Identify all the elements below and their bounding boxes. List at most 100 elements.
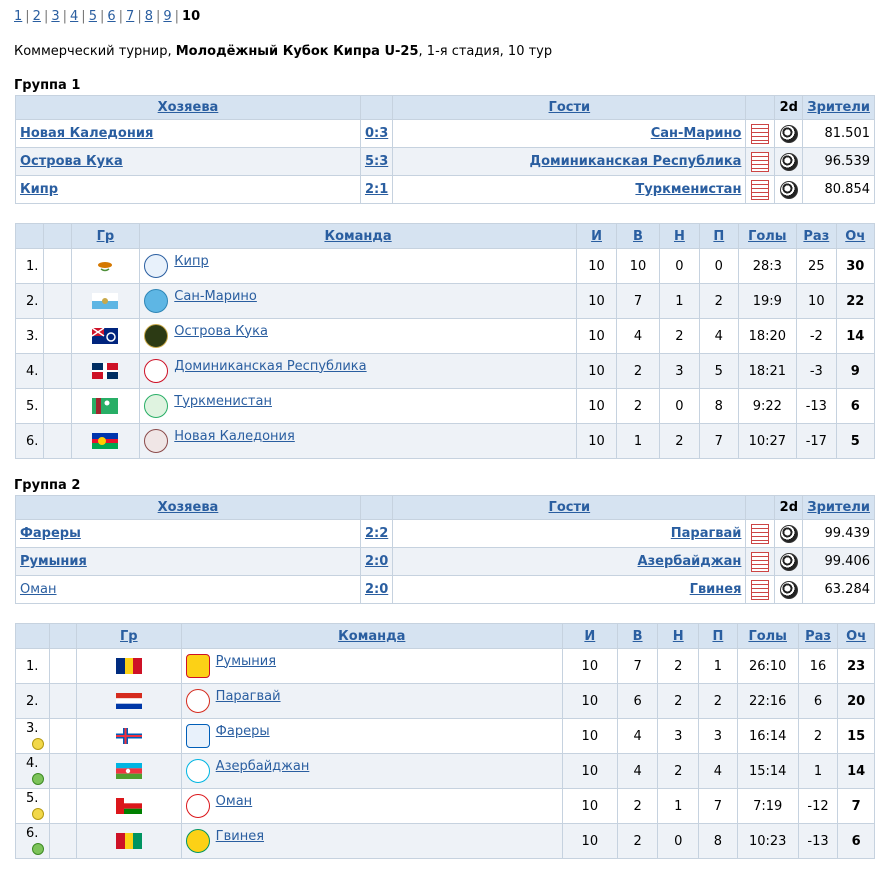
goals-header-link[interactable]: Голы <box>748 228 787 244</box>
team-link[interactable]: Доминиканская Республика <box>174 358 367 374</box>
gr-header-link[interactable]: Гр <box>120 628 138 644</box>
page-link-7[interactable]: 7 <box>126 9 135 24</box>
match-report-icon[interactable] <box>751 123 770 144</box>
away-team-link[interactable]: Сан-Марино <box>650 126 742 141</box>
lost-header[interactable]: П <box>698 623 738 649</box>
team-header-link[interactable]: Команда <box>338 628 406 644</box>
team-link[interactable]: Туркменистан <box>174 393 272 409</box>
page-link-6[interactable]: 6 <box>107 9 116 24</box>
won-header-link[interactable]: В <box>632 628 643 644</box>
pager-separator: | <box>43 9 49 24</box>
team-link[interactable]: Новая Каледония <box>174 428 295 444</box>
diff-header[interactable]: Раз <box>796 223 837 249</box>
home-team-link[interactable]: Острова Кука <box>20 154 123 169</box>
page-link-3[interactable]: 3 <box>51 9 60 24</box>
won-header[interactable]: В <box>616 623 659 649</box>
won-header-link[interactable]: В <box>633 228 643 244</box>
home-team-link[interactable]: Новая Каледония <box>20 126 154 141</box>
team-link[interactable]: Азербайджан <box>215 758 310 774</box>
ball-2d-icon[interactable] <box>779 552 798 571</box>
diff-header[interactable]: Раз <box>797 623 839 649</box>
team-link[interactable]: Гвинея <box>215 828 265 844</box>
team-link[interactable]: Фареры <box>215 723 270 739</box>
team-link[interactable]: Оман <box>215 793 253 809</box>
match-report-icon[interactable] <box>751 579 770 600</box>
match-report-icon[interactable] <box>751 523 770 544</box>
goals-header[interactable]: Голы <box>736 623 799 649</box>
home-team-link[interactable]: Кипр <box>20 182 59 197</box>
ball-2d-icon[interactable] <box>779 124 798 143</box>
match-report-icon[interactable] <box>751 179 770 200</box>
page-link-1[interactable]: 1 <box>14 9 23 24</box>
home-header[interactable]: Хозяева <box>15 495 361 520</box>
away-header-link[interactable]: Гости <box>548 500 591 515</box>
page-link-9[interactable]: 9 <box>163 9 172 24</box>
team-link[interactable]: Румыния <box>215 653 277 669</box>
pts-header-link[interactable]: Оч <box>846 628 867 644</box>
home-team-link[interactable]: Оман <box>20 582 57 597</box>
pts-header[interactable]: Оч <box>835 223 876 249</box>
home-team-link[interactable]: Румыния <box>20 554 87 569</box>
team-link[interactable]: Сан-Марино <box>174 288 257 304</box>
goals-header[interactable]: Голы <box>737 223 798 249</box>
away-team-link[interactable]: Гвинея <box>689 582 742 597</box>
team-header-link[interactable]: Команда <box>324 228 392 244</box>
away-team-link[interactable]: Парагвай <box>670 526 742 541</box>
lost-header-link[interactable]: П <box>712 628 724 644</box>
ball-2d-icon[interactable] <box>779 524 798 543</box>
ball-2d-icon[interactable] <box>779 180 798 199</box>
draw-header[interactable]: Н <box>657 623 700 649</box>
away-header[interactable]: Гости <box>392 495 747 520</box>
away-header[interactable]: Гости <box>392 95 747 120</box>
score-link[interactable]: 5:3 <box>364 154 389 169</box>
draw-header-link[interactable]: Н <box>673 228 685 244</box>
gr-header-link[interactable]: Гр <box>96 228 115 244</box>
pts-header[interactable]: Оч <box>837 623 875 649</box>
team-link[interactable]: Парагвай <box>215 688 281 704</box>
away-team-link[interactable]: Доминиканская Республика <box>529 154 742 169</box>
score-link[interactable]: 2:0 <box>364 582 389 597</box>
lost-header-link[interactable]: П <box>713 228 725 244</box>
played-header[interactable]: И <box>561 623 618 649</box>
diff-header-link[interactable]: Раз <box>803 228 830 244</box>
team-header[interactable]: Команда <box>180 623 563 649</box>
played-header-link[interactable]: И <box>591 228 602 244</box>
home-team-link[interactable]: Фареры <box>20 526 81 541</box>
home-header[interactable]: Хозяева <box>15 95 361 120</box>
att-header-link[interactable]: Зрители <box>807 500 870 515</box>
lost-header[interactable]: П <box>699 223 739 249</box>
page-link-5[interactable]: 5 <box>88 9 97 24</box>
away-header-link[interactable]: Гости <box>548 100 591 115</box>
team-link[interactable]: Острова Кука <box>174 323 268 339</box>
att-header[interactable]: Зрители <box>802 95 875 120</box>
diff-header-link[interactable]: Раз <box>805 628 831 644</box>
page-link-8[interactable]: 8 <box>144 9 153 24</box>
home-header-link[interactable]: Хозяева <box>157 100 219 115</box>
played-header[interactable]: И <box>575 223 618 249</box>
away-team-link[interactable]: Азербайджан <box>637 554 742 569</box>
team-header[interactable]: Команда <box>139 223 577 249</box>
gr-header[interactable]: Гр <box>75 623 182 649</box>
page-link-2[interactable]: 2 <box>32 9 41 24</box>
match-report-icon[interactable] <box>751 151 770 172</box>
home-header-link[interactable]: Хозяева <box>157 500 219 515</box>
match-report-icon[interactable] <box>751 551 770 572</box>
draw-header-link[interactable]: Н <box>672 628 684 644</box>
score-link[interactable]: 2:1 <box>364 182 389 197</box>
ball-2d-icon[interactable] <box>779 152 798 171</box>
team-link[interactable]: Кипр <box>174 253 209 269</box>
played-header-link[interactable]: И <box>584 628 596 644</box>
ball-2d-icon[interactable] <box>779 580 798 599</box>
att-header-link[interactable]: Зрители <box>807 100 870 115</box>
score-link[interactable]: 2:2 <box>364 526 389 541</box>
score-link[interactable]: 2:0 <box>364 554 389 569</box>
pts-header-link[interactable]: Оч <box>845 228 866 244</box>
goals-header-link[interactable]: Голы <box>748 628 787 644</box>
page-link-4[interactable]: 4 <box>70 9 79 24</box>
away-team-link[interactable]: Туркменистан <box>635 182 742 197</box>
won-header[interactable]: В <box>616 223 660 249</box>
att-header[interactable]: Зрители <box>802 495 875 520</box>
draw-header[interactable]: Н <box>658 223 701 249</box>
gr-header[interactable]: Гр <box>70 223 141 249</box>
score-link[interactable]: 0:3 <box>364 126 389 141</box>
